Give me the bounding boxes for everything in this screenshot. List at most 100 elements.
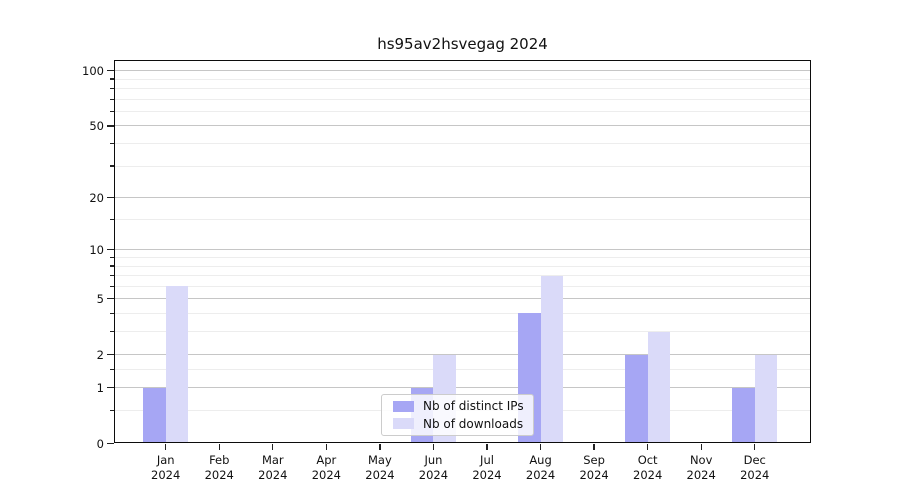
legend-label-distinct-ips: Nb of distinct IPs bbox=[423, 399, 524, 413]
x-tick-label-line: 2024 bbox=[472, 468, 502, 482]
x-tick-label-line: Jun bbox=[424, 452, 443, 467]
x-tick-label-line: 2024 bbox=[418, 468, 449, 482]
bar-distinct-ips bbox=[143, 387, 166, 444]
x-tick-label-line: 2024 bbox=[525, 468, 556, 482]
y-tick-label: 20 bbox=[89, 190, 104, 205]
y-major-tick-mark bbox=[106, 354, 114, 356]
y-major-tick-mark bbox=[106, 70, 114, 72]
gridline-minor bbox=[113, 265, 811, 267]
x-tick-label: May 2024 bbox=[340, 453, 420, 484]
legend-label-downloads: Nb of downloads bbox=[423, 416, 524, 431]
x-tick-label-line: Oct bbox=[637, 452, 658, 467]
y-tick-label: 2 bbox=[96, 347, 104, 362]
x-tick-label-line: Mar bbox=[261, 452, 284, 467]
y-minor-tick-mark bbox=[109, 165, 114, 167]
gridline-minor bbox=[113, 275, 811, 277]
bar-downloads bbox=[540, 275, 564, 444]
x-tick-label: Jun 2024 bbox=[393, 453, 473, 484]
x-tick-label-line: Aug bbox=[529, 452, 552, 467]
y-minor-tick-mark bbox=[109, 330, 114, 333]
x-tick-label-line: 2024 bbox=[740, 468, 770, 482]
y-minor-tick-mark bbox=[109, 87, 114, 90]
y-minor-tick-mark bbox=[109, 265, 114, 267]
legend-swatch-distinct-ips bbox=[393, 400, 414, 412]
y-minor-tick-mark bbox=[109, 110, 114, 113]
x-tick-mark bbox=[539, 443, 542, 450]
legend-swatch-downloads bbox=[393, 418, 414, 429]
x-tick-label-line: 2024 bbox=[258, 468, 288, 482]
bar-downloads bbox=[165, 286, 189, 444]
x-tick-label: Apr 2024 bbox=[286, 453, 366, 484]
gridline-minor bbox=[113, 165, 811, 167]
bar-distinct-ips bbox=[732, 387, 755, 444]
gridline-minor bbox=[113, 219, 811, 221]
x-tick-label: Nov 2024 bbox=[661, 453, 741, 484]
x-tick-mark bbox=[218, 443, 220, 450]
gridline-major bbox=[113, 249, 811, 251]
x-tick-label-line: 2024 bbox=[311, 468, 341, 482]
x-tick-label: Jan 2024 bbox=[126, 453, 206, 484]
gridline-minor bbox=[113, 88, 811, 90]
y-minor-tick-mark bbox=[109, 274, 114, 277]
x-tick-mark bbox=[486, 443, 488, 450]
bar-distinct-ips bbox=[625, 354, 648, 444]
bar-downloads bbox=[647, 331, 671, 444]
y-tick-label: 1 bbox=[96, 380, 104, 395]
gridline-minor bbox=[113, 331, 811, 333]
legend-row-downloads: Nb of downloads bbox=[393, 417, 524, 431]
gridline-major bbox=[113, 70, 811, 72]
y-tick-label: 10 bbox=[89, 242, 104, 257]
gridline-major bbox=[113, 197, 811, 199]
x-tick-label-line: Jul bbox=[480, 452, 494, 467]
x-tick-mark bbox=[272, 443, 274, 450]
y-major-tick-mark bbox=[106, 196, 114, 199]
y-minor-tick-mark bbox=[109, 368, 114, 371]
gridline-minor bbox=[113, 143, 811, 145]
x-tick-mark bbox=[379, 443, 381, 450]
x-tick-label-line: May bbox=[368, 452, 392, 467]
x-tick-mark bbox=[165, 443, 167, 450]
x-tick-mark bbox=[647, 443, 649, 450]
x-tick-label-line: 2024 bbox=[579, 468, 609, 482]
gridline-minor bbox=[113, 312, 811, 314]
y-major-tick-mark bbox=[106, 386, 114, 389]
y-minor-tick-mark bbox=[109, 98, 114, 100]
x-tick-label: Aug 2024 bbox=[501, 453, 581, 484]
x-tick-label-line: Dec bbox=[743, 452, 766, 467]
legend: Nb of distinct IPs Nb of downloads bbox=[381, 394, 534, 436]
x-tick-label-line: Nov bbox=[689, 452, 713, 467]
y-minor-tick-mark bbox=[109, 410, 114, 412]
gridline-major bbox=[113, 354, 811, 356]
x-tick-mark bbox=[325, 443, 327, 450]
x-tick-label: Jul 2024 bbox=[447, 453, 527, 484]
y-minor-tick-mark bbox=[109, 218, 114, 221]
y-tick-label: 100 bbox=[82, 63, 104, 78]
gridline-minor bbox=[113, 368, 811, 370]
y-tick-label: 5 bbox=[96, 291, 104, 306]
bar-downloads bbox=[754, 354, 778, 444]
gridline-minor bbox=[113, 285, 811, 287]
x-tick-label: Feb 2024 bbox=[179, 453, 259, 484]
x-tick-label-line: Apr bbox=[316, 452, 337, 467]
x-tick-mark bbox=[754, 443, 756, 450]
x-tick-label-line: Feb bbox=[209, 452, 230, 467]
gridline-minor bbox=[113, 78, 811, 80]
x-tick-mark bbox=[593, 443, 595, 450]
x-tick-label: Oct 2024 bbox=[608, 453, 688, 484]
gridline-minor bbox=[113, 110, 811, 112]
y-major-tick-mark bbox=[106, 125, 114, 127]
gridline-major bbox=[113, 125, 811, 127]
y-minor-tick-mark bbox=[109, 312, 114, 315]
y-major-tick-mark bbox=[106, 249, 114, 251]
x-tick-label-line: Jan bbox=[156, 452, 175, 467]
y-major-tick-mark bbox=[106, 298, 114, 300]
gridline-minor bbox=[113, 98, 811, 100]
x-tick-label: Dec 2024 bbox=[715, 453, 795, 484]
gridline-minor bbox=[113, 257, 811, 258]
x-tick-label-line: 2024 bbox=[204, 468, 234, 482]
x-tick-label-line: 2024 bbox=[686, 468, 716, 482]
